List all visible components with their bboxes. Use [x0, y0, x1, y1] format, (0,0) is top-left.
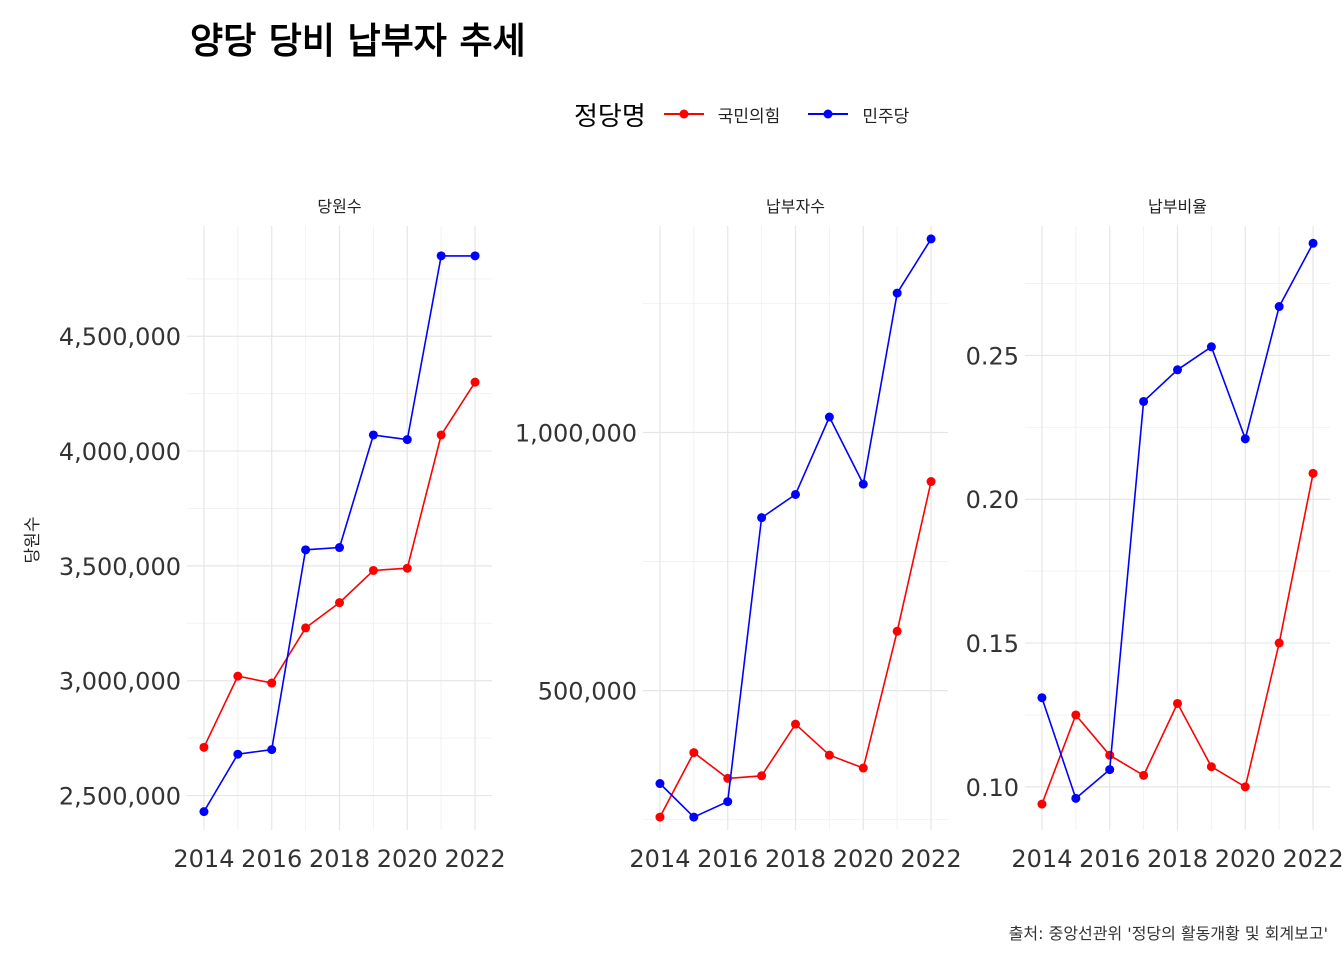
data-point-1	[1037, 693, 1047, 703]
data-point-1	[368, 430, 378, 440]
data-point-0	[1071, 710, 1081, 720]
y-tick-label: 2,500,000	[59, 783, 181, 811]
x-tick-label: 2018	[765, 845, 826, 873]
data-point-1	[301, 545, 311, 555]
data-point-1	[791, 489, 800, 499]
data-point-1	[824, 412, 834, 422]
data-point-0	[1139, 770, 1149, 780]
data-point-0	[1105, 750, 1115, 760]
data-point-1	[436, 251, 446, 261]
legend-key-0	[663, 109, 704, 119]
y-tick-label: 0.15	[966, 630, 1019, 658]
data-point-0	[436, 430, 446, 440]
data-point-1	[655, 779, 665, 789]
data-point-0	[824, 750, 834, 760]
y-tick-label: 4,000,000	[59, 438, 181, 466]
y-tick-label: 3,500,000	[59, 553, 181, 581]
data-point-0	[1037, 799, 1047, 809]
data-point-1	[335, 543, 344, 553]
data-point-0	[791, 719, 800, 729]
data-point-0	[335, 598, 344, 608]
data-point-0	[1206, 762, 1216, 772]
x-tick-label: 2018	[1147, 845, 1208, 873]
data-point-0	[655, 812, 665, 822]
data-point-0	[368, 565, 378, 575]
data-point-1	[1206, 342, 1216, 352]
data-point-0	[926, 477, 936, 487]
x-tick-label: 2020	[377, 845, 438, 873]
data-point-1	[926, 234, 936, 244]
x-tick-label: 2014	[1011, 845, 1072, 873]
x-tick-label: 2018	[309, 845, 370, 873]
data-point-0	[1240, 782, 1250, 792]
legend-key-dot-1	[823, 109, 833, 119]
caption: 출처: 중앙선관위 '정당의 활동개황 및 회계보고'	[1008, 924, 1328, 943]
data-point-0	[199, 742, 209, 752]
facet-title: 납부자수	[766, 197, 825, 216]
data-point-1	[1274, 302, 1284, 312]
data-point-0	[1173, 698, 1182, 708]
legend: 정당명 국민의힘 민주당	[574, 96, 937, 132]
data-point-0	[301, 623, 311, 633]
x-tick-label: 2014	[173, 845, 234, 873]
x-tick-label: 2016	[241, 845, 302, 873]
facet-title: 당원수	[317, 197, 361, 216]
data-point-1	[470, 251, 480, 261]
x-tick-label: 2022	[445, 845, 506, 873]
data-point-0	[858, 763, 868, 773]
legend-item-0: 국민의힘	[663, 102, 781, 127]
y-tick-label: 500,000	[538, 678, 637, 706]
x-tick-label: 2016	[697, 845, 758, 873]
data-point-1	[757, 513, 767, 523]
x-tick-label: 2016	[1079, 845, 1140, 873]
data-point-1	[199, 807, 209, 817]
facet-title: 납부비율	[1148, 197, 1207, 216]
data-point-1	[892, 288, 902, 298]
x-tick-label: 2022	[1283, 845, 1344, 873]
data-point-1	[1105, 765, 1115, 775]
y-tick-label: 0.20	[966, 486, 1019, 514]
data-point-0	[402, 563, 412, 573]
data-point-1	[723, 797, 733, 807]
data-point-1	[1240, 434, 1250, 444]
legend-key-1	[808, 109, 849, 119]
chart-title: 양당 당비 납부자 추세	[190, 21, 526, 62]
data-point-1	[858, 479, 868, 489]
y-tick-label: 4,500,000	[59, 323, 181, 351]
data-point-1	[267, 745, 277, 755]
data-point-0	[233, 671, 243, 681]
data-point-0	[757, 771, 767, 781]
y-tick-label: 3,000,000	[59, 668, 181, 696]
data-point-0	[1274, 638, 1284, 648]
data-point-0	[1308, 468, 1318, 478]
y-tick-label: 0.10	[966, 774, 1019, 802]
legend-item-1: 민주당	[808, 102, 909, 127]
data-point-1	[1071, 793, 1081, 803]
data-point-1	[1308, 238, 1318, 248]
data-point-0	[689, 748, 699, 758]
data-point-1	[689, 812, 699, 822]
x-tick-label: 2020	[833, 845, 894, 873]
y-tick-label: 1,000,000	[515, 419, 637, 447]
x-tick-label: 2014	[629, 845, 690, 873]
y-axis-label: 당원수	[23, 517, 43, 564]
legend-title: 정당명	[574, 101, 646, 132]
legend-label-0: 국민의힘	[717, 106, 781, 127]
data-point-0	[892, 626, 902, 636]
legend-key-dot-0	[679, 109, 689, 119]
x-tick-label: 2022	[901, 845, 962, 873]
legend-label-1: 민주당	[862, 106, 910, 127]
y-tick-label: 0.25	[966, 342, 1019, 370]
data-point-0	[470, 377, 480, 387]
x-tick-label: 2020	[1215, 845, 1276, 873]
data-point-0	[267, 678, 277, 688]
data-point-1	[1173, 365, 1182, 375]
data-point-1	[233, 749, 243, 759]
data-point-1	[402, 435, 412, 445]
data-point-1	[1139, 396, 1149, 406]
